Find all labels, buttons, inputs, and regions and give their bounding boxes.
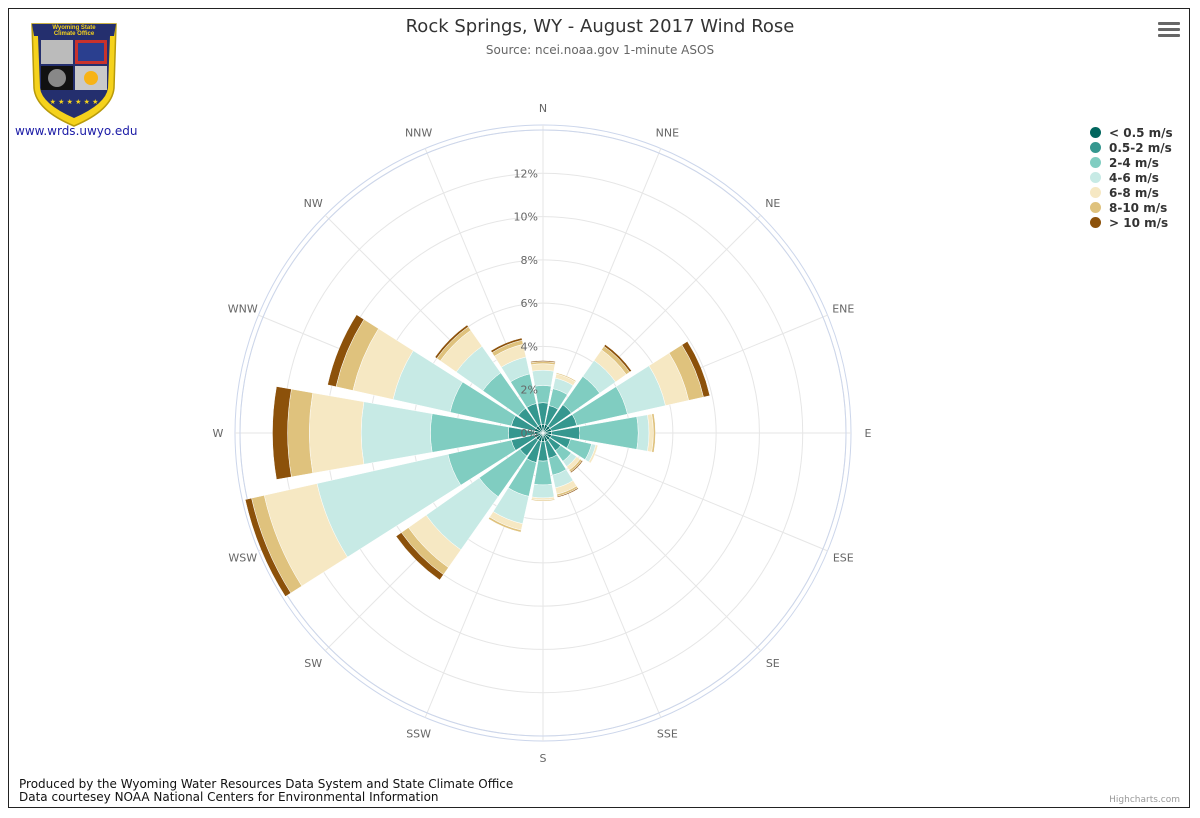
- bar-S-series-3: [531, 483, 555, 499]
- plot-border-ring: [239, 129, 847, 737]
- legend-item[interactable]: 4-6 m/s: [1090, 170, 1173, 185]
- legend-marker: [1090, 142, 1101, 153]
- legend-item[interactable]: > 10 m/s: [1090, 215, 1173, 230]
- bar-SE-series-6: [570, 460, 584, 474]
- legend-label: < 0.5 m/s: [1109, 125, 1173, 140]
- legend-label: 4-6 m/s: [1109, 170, 1159, 185]
- legend-marker: [1090, 187, 1101, 198]
- bar-SSW-series-5: [488, 516, 522, 533]
- y-tick-label: 10%: [514, 211, 538, 224]
- direction-label-WSW: WSW: [228, 551, 257, 564]
- direction-label-NW: NW: [304, 197, 323, 210]
- direction-label-ESE: ESE: [833, 551, 854, 564]
- bar-N-series-6: [530, 360, 556, 363]
- chart-subtitle: Source: ncei.noaa.gov 1-minute ASOS: [485, 43, 715, 57]
- legend-label: 2-4 m/s: [1109, 155, 1159, 170]
- legend-item[interactable]: 8-10 m/s: [1090, 200, 1173, 215]
- bar-NNW-series-6: [490, 337, 523, 353]
- bar-S-series-5: [530, 498, 556, 502]
- bar-W-series-4: [309, 392, 365, 474]
- bar-E-series-5: [651, 413, 656, 453]
- bar-NE-series-6: [603, 344, 632, 373]
- legend-marker: [1090, 202, 1101, 213]
- direction-label-NNW: NNW: [405, 127, 432, 140]
- legend-label: 8-10 m/s: [1109, 200, 1168, 215]
- direction-label-WNW: WNW: [228, 303, 258, 316]
- direction-label-ENE: ENE: [832, 303, 854, 316]
- legend-marker: [1090, 157, 1101, 168]
- direction-label-W: W: [213, 427, 224, 440]
- legend-item[interactable]: < 0.5 m/s: [1090, 125, 1173, 140]
- svg-text:★ ★ ★ ★ ★ ★: ★ ★ ★ ★ ★ ★: [50, 98, 99, 106]
- y-tick-label: 0%: [521, 427, 538, 440]
- bar-N-series-4: [530, 363, 556, 372]
- y-tick-label: 12%: [514, 167, 538, 180]
- legend-item[interactable]: 2-4 m/s: [1090, 155, 1173, 170]
- legend-marker: [1090, 217, 1101, 228]
- direction-label-SSE: SSE: [657, 727, 678, 740]
- bar-SW-series-6: [395, 532, 444, 581]
- credits: Produced by the Wyoming Water Resources …: [19, 778, 513, 804]
- bar-E-series-3: [636, 414, 650, 452]
- y-tick-label: 4%: [521, 340, 538, 353]
- legend-marker: [1090, 172, 1101, 183]
- legend: < 0.5 m/s 0.5-2 m/s 2-4 m/s 4-6 m/s 6-8 m/s 8…: [1090, 125, 1173, 230]
- hamburger-menu-icon[interactable]: [1158, 22, 1180, 40]
- direction-label-NE: NE: [765, 197, 780, 210]
- logo-text-bottom: Climate Office: [54, 31, 95, 37]
- bar-W-series-6: [272, 386, 292, 480]
- legend-marker: [1090, 127, 1101, 138]
- direction-label-N: N: [539, 102, 547, 115]
- radial-gridline: [542, 432, 762, 652]
- direction-label-NNE: NNE: [656, 127, 679, 140]
- bar-WSW-series-6: [244, 497, 292, 597]
- y-tick-label: 2%: [521, 384, 538, 397]
- legend-label: 0.5-2 m/s: [1109, 140, 1172, 155]
- bar-NW-series-6: [434, 324, 469, 359]
- direction-label-SE: SE: [766, 657, 780, 670]
- chart-title: Rock Springs, WY - August 2017 Wind Rose: [405, 16, 795, 37]
- direction-label-S: S: [540, 752, 547, 765]
- direction-label-SSW: SSW: [406, 727, 431, 740]
- direction-label-E: E: [865, 427, 872, 440]
- y-tick-label: 8%: [521, 254, 538, 267]
- legend-item[interactable]: 0.5-2 m/s: [1090, 140, 1173, 155]
- wyoming-climate-office-logo: Wyoming State Climate Office ★ ★ ★ ★ ★ ★: [28, 18, 120, 128]
- credits-line-2: Data courtesey NOAA National Centers for…: [19, 790, 439, 804]
- logo-website-link[interactable]: www.wrds.uwyo.edu: [15, 124, 138, 138]
- legend-label: > 10 m/s: [1109, 215, 1169, 230]
- bar-WNW-series-6: [327, 314, 365, 388]
- logo-text-top: Wyoming State: [52, 25, 96, 31]
- bar-ESE-series-4: [588, 444, 599, 464]
- bar-S-series-2: [533, 460, 553, 486]
- credits-line-1: Produced by the Wyoming Water Resources …: [19, 777, 514, 791]
- legend-label: 6-8 m/s: [1109, 185, 1159, 200]
- direction-label-SW: SW: [304, 657, 322, 670]
- legend-item[interactable]: 6-8 m/s: [1090, 185, 1173, 200]
- bar-ENE-series-6: [681, 341, 711, 398]
- bar-W-series-3: [360, 401, 433, 465]
- bar-SSE-series-6: [556, 487, 579, 498]
- y-tick-label: 6%: [521, 297, 538, 310]
- bar-W-series-5: [287, 388, 314, 478]
- bar-NNE-series-5: [555, 372, 577, 383]
- highcharts-credit-link[interactable]: Highcharts.com: [1109, 795, 1180, 805]
